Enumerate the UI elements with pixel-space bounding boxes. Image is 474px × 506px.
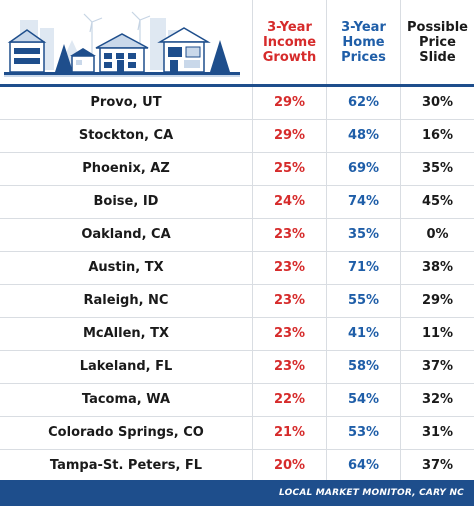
income-growth-cell: 23% xyxy=(252,351,326,383)
income-growth-cell: 22% xyxy=(252,384,326,416)
table-row: Boise, ID 24% 74% 45% xyxy=(0,186,474,219)
income-growth-cell: 21% xyxy=(252,417,326,449)
table-row: Stockton, CA 29% 48% 16% xyxy=(0,120,474,153)
source-credit-footer: LOCAL MARKET MONITOR, CARY NC xyxy=(0,480,474,506)
city-cell: Oakland, CA xyxy=(81,227,171,242)
home-prices-cell: 69% xyxy=(326,153,400,185)
city-cell: Tacoma, WA xyxy=(81,392,171,407)
price-slide-cell: 30% xyxy=(400,87,474,119)
city-cell: Phoenix, AZ xyxy=(82,161,170,176)
price-slide-cell: 29% xyxy=(400,285,474,317)
price-slide-cell: 31% xyxy=(400,417,474,449)
income-growth-cell: 24% xyxy=(252,186,326,218)
city-cell: Boise, ID xyxy=(93,194,159,209)
income-growth-cell: 23% xyxy=(252,318,326,350)
price-slide-cell: 35% xyxy=(400,153,474,185)
header-divider xyxy=(0,84,474,87)
income-growth-cell: 25% xyxy=(252,153,326,185)
home-prices-cell: 64% xyxy=(326,450,400,482)
income-growth-cell: 23% xyxy=(252,219,326,251)
table-row: Lakeland, FL 23% 58% 37% xyxy=(0,351,474,384)
table-row: Colorado Springs, CO 21% 53% 31% xyxy=(0,417,474,450)
price-slide-cell: 32% xyxy=(400,384,474,416)
income-growth-cell: 20% xyxy=(252,450,326,482)
table-body: Provo, UT 29% 62% 30% Stockton, CA 29% 4… xyxy=(0,87,474,483)
income-growth-cell: 23% xyxy=(252,285,326,317)
price-slide-cell: 0% xyxy=(400,219,474,251)
table-row: McAllen, TX 23% 41% 11% xyxy=(0,318,474,351)
price-slide-cell: 45% xyxy=(400,186,474,218)
table-row: Raleigh, NC 23% 55% 29% xyxy=(0,285,474,318)
table-row: Provo, UT 29% 62% 30% xyxy=(0,87,474,120)
city-cell: Austin, TX xyxy=(88,260,164,275)
income-growth-header: 3-Year Income Growth xyxy=(252,0,326,84)
price-slide-cell: 37% xyxy=(400,351,474,383)
home-prices-cell: 55% xyxy=(326,285,400,317)
table-header: 3-Year Income Growth 3-Year Home Prices … xyxy=(0,0,474,84)
home-prices-cell: 53% xyxy=(326,417,400,449)
income-growth-cell: 23% xyxy=(252,252,326,284)
table-row: Oakland, CA 23% 35% 0% xyxy=(0,219,474,252)
home-prices-header: 3-Year Home Prices xyxy=(326,0,400,84)
price-slide-cell: 38% xyxy=(400,252,474,284)
price-slide-cell: 16% xyxy=(400,120,474,152)
income-growth-cell: 29% xyxy=(252,120,326,152)
price-slide-header: Possible Price Slide xyxy=(400,0,474,84)
home-prices-cell: 71% xyxy=(326,252,400,284)
city-cell: Stockton, CA xyxy=(78,128,174,143)
table-row: Tacoma, WA 22% 54% 32% xyxy=(0,384,474,417)
home-prices-cell: 41% xyxy=(326,318,400,350)
city-cell: Tampa-St. Peters, FL xyxy=(49,458,203,473)
price-slide-cell: 37% xyxy=(400,450,474,482)
home-prices-cell: 58% xyxy=(326,351,400,383)
price-slide-cell: 11% xyxy=(400,318,474,350)
city-skyline-illustration xyxy=(4,11,240,77)
home-prices-cell: 54% xyxy=(326,384,400,416)
city-cell: Raleigh, NC xyxy=(83,293,169,308)
income-growth-cell: 29% xyxy=(252,87,326,119)
city-cell: Colorado Springs, CO xyxy=(48,425,204,440)
table-row: Austin, TX 23% 71% 38% xyxy=(0,252,474,285)
city-cell: McAllen, TX xyxy=(82,326,170,341)
home-prices-cell: 35% xyxy=(326,219,400,251)
city-cell: Provo, UT xyxy=(90,95,162,110)
city-cell: Lakeland, FL xyxy=(79,359,173,374)
table-row: Phoenix, AZ 25% 69% 35% xyxy=(0,153,474,186)
home-prices-cell: 62% xyxy=(326,87,400,119)
home-prices-cell: 74% xyxy=(326,186,400,218)
table-row: Tampa-St. Peters, FL 20% 64% 37% xyxy=(0,450,474,483)
home-prices-cell: 48% xyxy=(326,120,400,152)
